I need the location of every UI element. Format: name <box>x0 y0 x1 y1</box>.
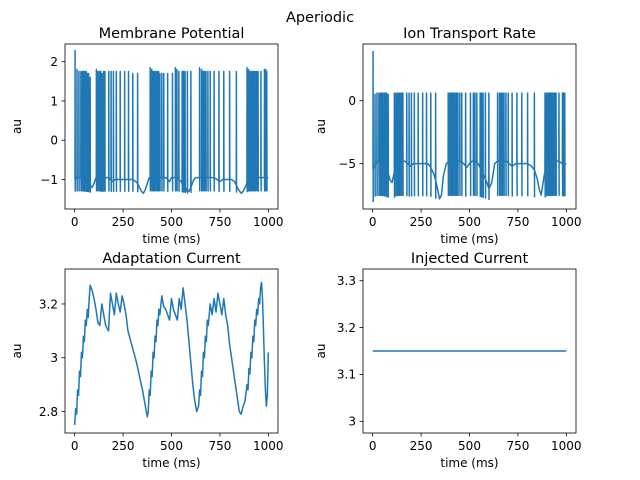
y-tick-label: 3.2 <box>39 297 58 311</box>
x-tick-label: 750 <box>506 439 529 453</box>
x-tick-label: 500 <box>160 215 183 229</box>
y-tick-label: 0 <box>348 94 356 108</box>
y-tick-label: 3 <box>348 415 356 429</box>
x-tick-label: 1000 <box>551 439 582 453</box>
y-axis-label: au <box>314 344 328 359</box>
x-axis-label: time (ms) <box>440 232 498 246</box>
y-axis-label: au <box>10 119 24 134</box>
figure-suptitle: Aperiodic <box>286 10 354 26</box>
y-tick-label: −1 <box>40 173 58 187</box>
series-line <box>73 281 270 425</box>
x-tick-label: 500 <box>458 439 481 453</box>
y-tick-label: 3.3 <box>337 274 356 288</box>
panel-title: Ion Transport Rate <box>403 26 536 42</box>
y-tick-label: 3.2 <box>337 321 356 335</box>
x-tick-label: 250 <box>410 439 433 453</box>
series-line <box>372 50 567 203</box>
x-tick-label: 500 <box>160 439 183 453</box>
x-tick-label: 250 <box>410 215 433 229</box>
panel-adaptation-current: 0 250 500 750 1000 2.8 3 3.2 Adaptation Current t… <box>10 251 284 470</box>
x-tick-label: 1000 <box>551 215 582 229</box>
x-tick-label: 0 <box>369 439 377 453</box>
x-axis-label: time (ms) <box>142 456 200 470</box>
panel-title: Adaptation Current <box>102 251 241 267</box>
x-tick-label: 1000 <box>253 215 284 229</box>
y-tick-label: 2 <box>50 55 58 69</box>
y-tick-label: 3.1 <box>337 368 356 382</box>
y-tick-label: 3 <box>50 351 58 365</box>
x-tick-label: 500 <box>458 215 481 229</box>
x-tick-label: 0 <box>71 439 79 453</box>
panel-ion-transport-rate: 0 250 500 750 1000 −5 0 Ion Transport Rate time … <box>314 26 582 246</box>
x-tick-label: 750 <box>208 439 231 453</box>
y-axis-label: au <box>314 119 328 134</box>
y-tick-label: 2.8 <box>39 405 58 419</box>
panel-title: Injected Current <box>411 251 529 267</box>
series-line <box>74 49 269 195</box>
x-tick-label: 250 <box>112 215 135 229</box>
x-axis-label: time (ms) <box>440 456 498 470</box>
y-axis-label: au <box>10 344 24 359</box>
panel-title: Membrane Potential <box>99 26 245 42</box>
panel-injected-current: 0 250 500 750 1000 3 3.1 3.2 3.3 Injected Current… <box>314 251 582 470</box>
x-tick-label: 0 <box>71 215 79 229</box>
x-tick-label: 0 <box>369 215 377 229</box>
x-tick-label: 1000 <box>253 439 284 453</box>
x-tick-label: 750 <box>506 215 529 229</box>
panel-membrane-potential: 0 250 500 750 1000 −1 0 1 2 Membrane Potential tim… <box>10 26 284 246</box>
y-tick-label: −5 <box>338 157 356 171</box>
x-axis-label: time (ms) <box>142 232 200 246</box>
y-tick-label: 0 <box>50 134 58 148</box>
x-tick-label: 250 <box>112 439 135 453</box>
x-tick-label: 750 <box>208 215 231 229</box>
y-tick-label: 1 <box>50 94 58 108</box>
